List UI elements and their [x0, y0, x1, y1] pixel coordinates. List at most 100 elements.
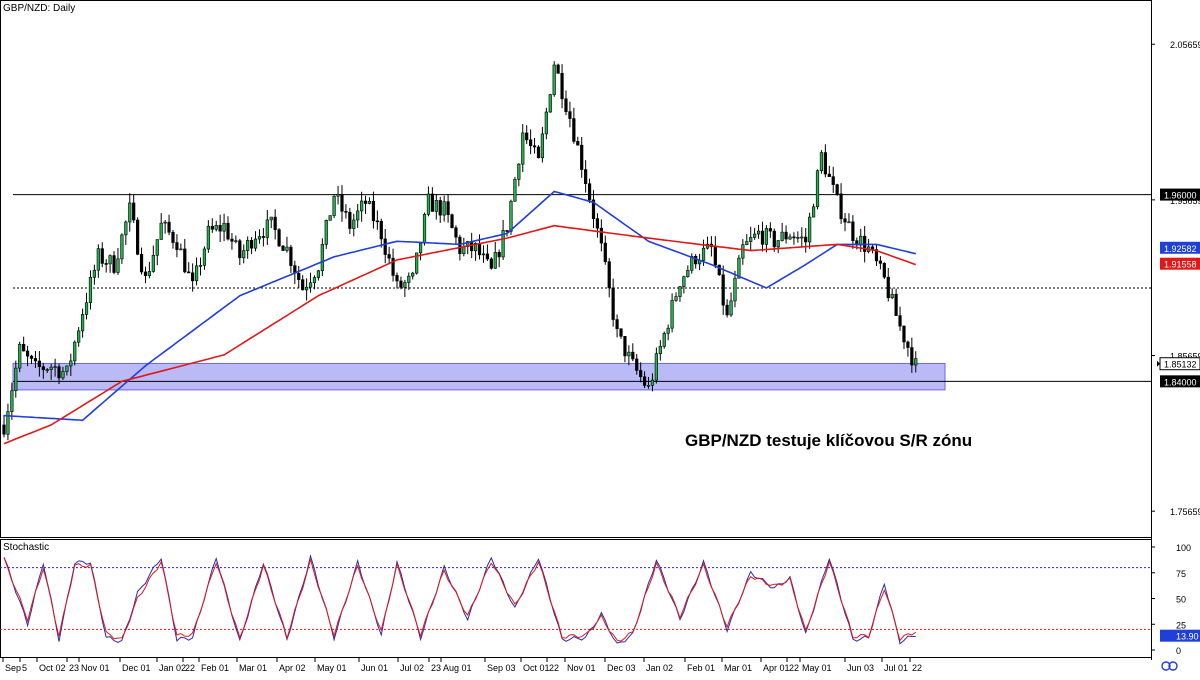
candle — [289, 244, 293, 273]
candle-body — [242, 250, 246, 259]
candle-body — [800, 236, 804, 239]
candle-body — [418, 242, 423, 254]
stochastic-value-box — [1160, 629, 1200, 642]
candle — [422, 212, 427, 246]
price-tag-label: 1.92582 — [1164, 244, 1197, 254]
candle — [540, 126, 545, 163]
candle — [81, 308, 85, 338]
candle-body — [53, 366, 57, 368]
candle — [163, 220, 167, 234]
candle — [446, 193, 450, 223]
time-tick-label: Mar 01 — [724, 663, 752, 673]
price-tag: 1.84000 — [1160, 375, 1200, 388]
candle — [815, 169, 820, 210]
candle-body — [344, 211, 348, 213]
candle — [305, 278, 309, 301]
candle — [654, 347, 658, 384]
candle-body — [898, 315, 902, 327]
candle-body — [18, 344, 22, 369]
candle — [678, 286, 682, 302]
time-tick-label: 22 — [789, 663, 799, 673]
candle-body — [497, 252, 501, 258]
candle — [603, 235, 607, 265]
candle — [403, 279, 407, 298]
candle — [222, 213, 226, 242]
candle — [525, 125, 529, 145]
candle — [179, 243, 183, 251]
candle — [595, 213, 600, 238]
candle — [324, 219, 328, 249]
candle-body — [430, 193, 434, 212]
candle-body — [564, 98, 568, 112]
candle — [800, 227, 804, 248]
candle — [639, 362, 643, 383]
time-tick-label: 22 — [549, 663, 559, 673]
candle-body — [84, 302, 89, 315]
candle — [584, 160, 588, 193]
candle-body — [312, 277, 317, 284]
price-tag-box — [1160, 257, 1200, 270]
candle — [741, 239, 745, 265]
candle-body — [352, 219, 356, 229]
candle-body — [823, 152, 827, 175]
candle — [473, 242, 478, 261]
time-tick-label: Aug 01 — [443, 663, 472, 673]
candle-body — [631, 351, 635, 360]
candle — [383, 228, 387, 264]
candle-body — [155, 239, 159, 256]
candle — [662, 331, 666, 349]
candle-body — [25, 350, 30, 357]
candle — [843, 213, 847, 232]
candle — [308, 272, 313, 293]
candle-body — [194, 265, 199, 282]
candle — [391, 248, 395, 282]
candle-body — [851, 221, 855, 241]
candle-body — [336, 194, 340, 197]
candle-body — [650, 379, 655, 386]
candle — [910, 337, 914, 373]
candle — [175, 234, 179, 258]
candle-body — [458, 236, 462, 254]
candle — [796, 231, 800, 243]
candle — [430, 187, 434, 212]
candle-body — [179, 248, 183, 251]
candle-body — [116, 258, 120, 273]
candle-body — [690, 256, 694, 271]
candle — [218, 214, 222, 242]
candle-body — [591, 199, 596, 219]
candle — [438, 196, 442, 223]
candle-body — [438, 200, 442, 216]
sync-icon[interactable] — [1161, 661, 1178, 671]
candle-body — [505, 230, 509, 232]
candle-body — [6, 411, 10, 435]
candle — [29, 354, 34, 365]
candle-body — [701, 247, 706, 261]
price-tag-label: 1.84000 — [1164, 377, 1197, 387]
candle — [898, 306, 902, 331]
candle — [53, 358, 57, 377]
candle — [886, 268, 890, 302]
candle-body — [529, 139, 533, 147]
candle — [88, 270, 93, 310]
candle — [10, 382, 14, 420]
stochastic-value-label: 13.90 — [1176, 632, 1199, 642]
candle-body — [191, 272, 195, 282]
candle-body — [426, 193, 431, 215]
candle — [517, 163, 521, 187]
candle-body — [163, 221, 167, 224]
candle-body — [894, 293, 898, 316]
time-tick-label: May 01 — [317, 663, 347, 673]
candle — [6, 403, 10, 441]
candle-body — [540, 133, 545, 159]
candle — [399, 276, 403, 290]
candle-body — [253, 238, 258, 249]
candle-body — [73, 341, 77, 362]
candle-body — [902, 325, 906, 343]
candle-body — [395, 275, 399, 282]
candle — [725, 299, 729, 318]
candle — [434, 193, 438, 220]
candle — [670, 293, 674, 333]
candle-body — [289, 246, 293, 266]
candle — [776, 240, 780, 254]
candle-body — [784, 231, 788, 240]
